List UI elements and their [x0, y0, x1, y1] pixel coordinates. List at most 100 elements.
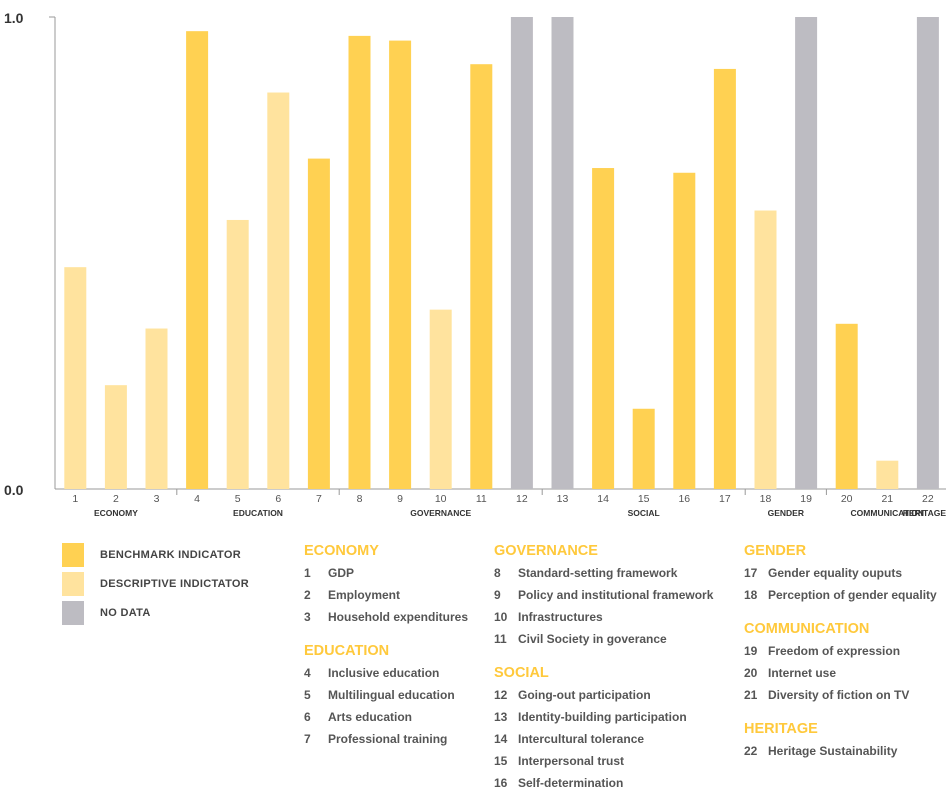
key-item-label: Gender equality ouputs	[768, 566, 903, 580]
key-item-number: 8	[494, 566, 501, 580]
key-item: 16 Self-determination	[494, 772, 713, 794]
key-item: 3 Household expenditures	[304, 606, 468, 628]
legend-label-nodata: NO DATA	[100, 606, 151, 619]
key-item-label: Inclusive education	[328, 666, 440, 680]
key-item-label: Going-out participation	[518, 688, 651, 702]
key-item-number: 16	[494, 776, 508, 790]
key-item-label: Diversity of fiction on TV	[768, 688, 910, 702]
bar	[592, 168, 615, 490]
key-item-number: 7	[304, 732, 311, 746]
key-item-label: Self-determination	[518, 776, 624, 790]
bar	[754, 210, 777, 489]
group-label: GOVERNANCE	[410, 508, 471, 518]
key-item: 10 Infrastructures	[494, 606, 713, 628]
key-item-number: 12	[494, 688, 508, 702]
bar	[673, 172, 696, 489]
group-label: COMMUNICATION	[851, 508, 925, 518]
key-item: 6 Arts education	[304, 706, 468, 728]
key-group-title: COMMUNICATION	[744, 621, 870, 637]
key-item-label: Interpersonal trust	[518, 754, 625, 768]
key-group-gender: GENDER 17 Gender equality ouputs 18 Percepti…	[744, 540, 937, 606]
bar	[64, 267, 87, 489]
x-tick-label: 7	[316, 493, 322, 505]
key-item: 13 Identity-building participation	[494, 706, 713, 728]
key-item: 18 Perception of gender equality	[744, 584, 937, 606]
key-item-label: Civil Society in goverance	[518, 632, 667, 646]
key-group-title: GOVERNANCE	[494, 543, 598, 559]
bar-chart: 1.00.01 2 3 4 5 6 7 8 9 10 11 12 13 14 15 16 17 18 19 20 21 2…	[4, 10, 946, 518]
key-item-label: Multilingual education	[328, 688, 455, 702]
key-item-number: 3	[304, 610, 311, 624]
bar	[104, 385, 127, 489]
key-item-number: 22	[744, 744, 758, 758]
key-item: 14 Intercultural tolerance	[494, 728, 713, 750]
bar	[510, 17, 533, 489]
key-item-label: Perception of gender equality	[768, 588, 937, 602]
x-tick-label: 21	[881, 493, 893, 505]
bar	[632, 408, 655, 489]
bar	[876, 460, 899, 489]
key-item-number: 14	[494, 732, 508, 746]
key-item: 1 GDP	[304, 562, 468, 584]
group-label: HERITAGE	[903, 508, 946, 518]
key-item: 17 Gender equality ouputs	[744, 562, 937, 584]
key-group-title: ECONOMY	[304, 543, 379, 559]
key-group-education: EDUCATION 4 Inclusive education 5 Multilingu…	[304, 640, 468, 750]
x-tick-label: 16	[678, 493, 690, 505]
key-item: 5 Multilingual education	[304, 684, 468, 706]
legend-swatch-descriptive	[62, 571, 84, 596]
x-tick-label: 15	[638, 493, 650, 505]
bar	[389, 40, 412, 489]
y-tick-label: 1.0	[4, 10, 24, 26]
key-item-label: Intercultural tolerance	[518, 732, 645, 746]
group-label: ECONOMY	[94, 508, 138, 518]
key-group-economy: ECONOMY 1 GDP 2 Employment 3 Household expendi…	[304, 540, 468, 628]
y-tick-label: 0.0	[4, 482, 24, 498]
x-tick-label: 19	[800, 493, 812, 505]
x-tick-label: 4	[194, 493, 200, 505]
key-group-title: HERITAGE	[744, 721, 818, 737]
key-item-number: 11	[494, 632, 507, 646]
legend-swatch-benchmark	[62, 542, 84, 567]
key-column-1: ECONOMY 1 GDP 2 Employment 3 Household expendi…	[304, 540, 468, 762]
bar	[795, 17, 818, 489]
bar	[470, 64, 493, 489]
key-item-label: Infrastructures	[518, 610, 603, 624]
x-tick-label: 8	[357, 493, 363, 505]
legend-item-nodata: NO DATA	[62, 598, 249, 627]
key-item: 20 Internet use	[744, 662, 937, 684]
x-tick-label: 3	[154, 493, 160, 505]
x-tick-label: 9	[397, 493, 403, 505]
x-tick-label: 14	[597, 493, 609, 505]
key-column-2: GOVERNANCE 8 Standard-setting framework 9 Po…	[494, 540, 713, 806]
bar	[186, 31, 209, 489]
key-item: 21 Diversity of fiction on TV	[744, 684, 937, 706]
x-tick-label: 18	[760, 493, 772, 505]
legend-label-benchmark: BENCHMARK INDICATOR	[100, 548, 241, 561]
key-item-label: GDP	[328, 566, 355, 580]
bar	[835, 323, 858, 489]
legend-item-descriptive: DESCRIPTIVE INDICTATOR	[62, 569, 249, 598]
key-item-label: Freedom of expression	[768, 644, 901, 658]
x-tick-label: 10	[435, 493, 447, 505]
key-item-number: 9	[494, 588, 501, 602]
key-group-heritage: HERITAGE 22 Heritage Sustainability	[744, 718, 937, 762]
key-item-number: 2	[304, 588, 311, 602]
x-tick-label: 20	[841, 493, 853, 505]
key-item: 22 Heritage Sustainability	[744, 740, 937, 762]
key-item: 11 Civil Society in goverance	[494, 628, 713, 650]
chart-legend: BENCHMARK INDICATOR DESCRIPTIVE INDICTAT…	[62, 540, 249, 627]
key-column-3: GENDER 17 Gender equality ouputs 18 Percepti…	[744, 540, 937, 774]
x-tick-label: 12	[516, 493, 528, 505]
key-item: 19 Freedom of expression	[744, 640, 937, 662]
x-tick-label: 6	[275, 493, 281, 505]
key-group-social: SOCIAL 12 Going-out participation 13 Identit…	[494, 662, 713, 794]
key-item-number: 15	[494, 754, 508, 768]
key-item-label: Policy and institutional framework	[518, 588, 714, 602]
x-tick-label: 5	[235, 493, 241, 505]
group-label: EDUCATION	[233, 508, 283, 518]
x-tick-label: 22	[922, 493, 934, 505]
x-tick-label: 1	[72, 493, 78, 505]
x-tick-label: 13	[557, 493, 569, 505]
key-item: 2 Employment	[304, 584, 468, 606]
